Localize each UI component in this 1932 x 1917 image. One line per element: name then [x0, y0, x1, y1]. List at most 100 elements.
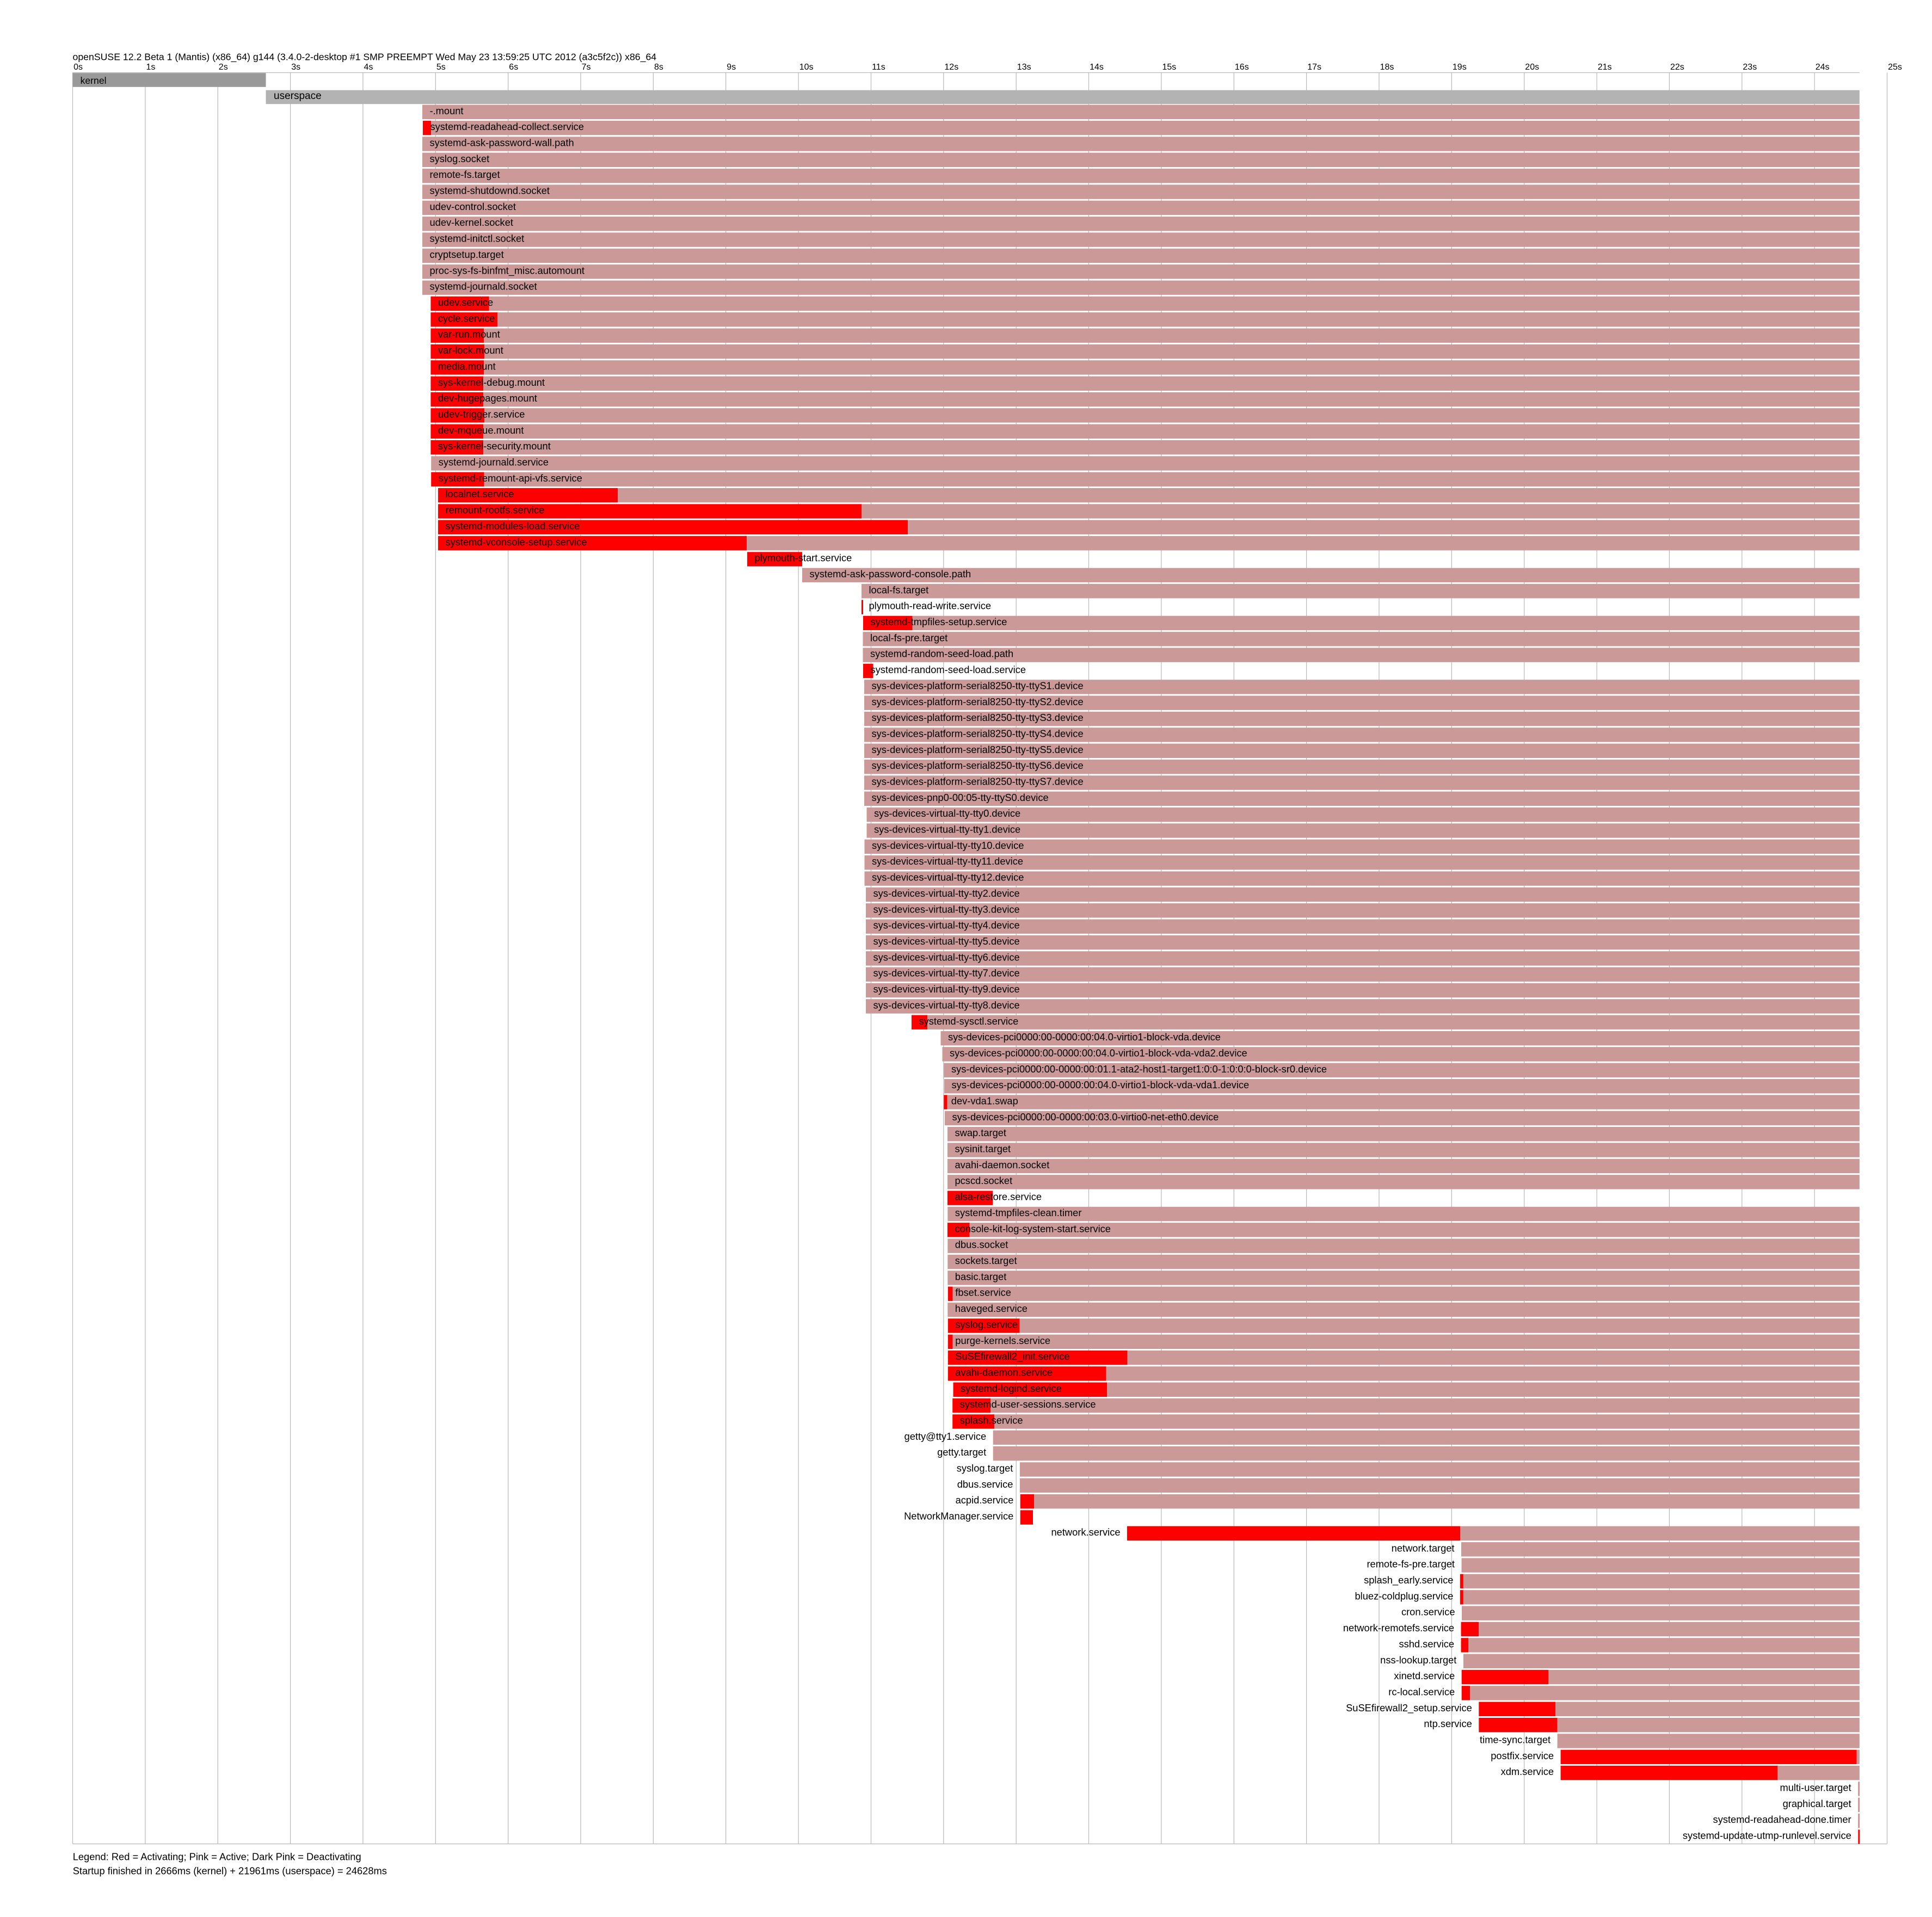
svg-text:systemd-modules-load.service: systemd-modules-load.service — [446, 520, 580, 532]
svg-text:sys-devices-virtual-tty-tty7.d: sys-devices-virtual-tty-tty7.device — [873, 967, 1020, 979]
svg-text:9s: 9s — [727, 63, 736, 72]
svg-text:-.mount: -.mount — [430, 105, 464, 116]
svg-text:sys-devices-platform-serial825: sys-devices-platform-serial8250-tty-ttyS… — [872, 696, 1084, 707]
svg-text:splash_early.service: splash_early.service — [1364, 1574, 1453, 1586]
svg-text:var-lock.mount: var-lock.mount — [438, 344, 503, 356]
svg-text:proc-sys-fs-binfmt_misc.automo: proc-sys-fs-binfmt_misc.automount — [430, 264, 584, 276]
svg-text:local-fs.target: local-fs.target — [869, 584, 929, 595]
svg-text:dev-mqueue.mount: dev-mqueue.mount — [438, 424, 524, 436]
svg-text:sys-devices-virtual-tty-tty9.d: sys-devices-virtual-tty-tty9.device — [873, 983, 1020, 995]
svg-text:pcscd.socket: pcscd.socket — [955, 1175, 1013, 1186]
svg-text:sys-devices-pci0000:00-0000:00: sys-devices-pci0000:00-0000:00:04.0-virt… — [952, 1079, 1250, 1090]
svg-text:18s: 18s — [1380, 63, 1394, 72]
svg-text:sys-devices-virtual-tty-tty10.: sys-devices-virtual-tty-tty10.device — [872, 840, 1024, 851]
svg-text:dev-vda1.swap: dev-vda1.swap — [951, 1095, 1018, 1107]
svg-text:sys-devices-pci0000:00-0000:00: sys-devices-pci0000:00-0000:00:04.0-virt… — [948, 1031, 1221, 1043]
svg-text:4s: 4s — [364, 63, 373, 72]
svg-text:17s: 17s — [1307, 63, 1321, 72]
svg-text:sys-devices-virtual-tty-tty8.d: sys-devices-virtual-tty-tty8.device — [873, 999, 1020, 1010]
svg-text:syslog.socket: syslog.socket — [430, 153, 490, 164]
svg-text:sys-kernel-security.mount: sys-kernel-security.mount — [438, 440, 551, 452]
svg-text:systemd-vconsole-setup.service: systemd-vconsole-setup.service — [446, 536, 587, 547]
svg-text:1s: 1s — [146, 63, 156, 72]
svg-text:21s: 21s — [1598, 63, 1612, 72]
svg-text:systemd-initctl.socket: systemd-initctl.socket — [430, 233, 525, 244]
svg-text:systemd-update-utmp-runlevel.s: systemd-update-utmp-runlevel.service — [1683, 1830, 1851, 1841]
svg-text:openSUSE 12.2 Beta 1 (Mantis): openSUSE 12.2 Beta 1 (Mantis) (x86_64) g… — [73, 52, 657, 63]
svg-text:sys-devices-pci0000:00-0000:00: sys-devices-pci0000:00-0000:00:01.1-ata2… — [951, 1063, 1327, 1075]
svg-text:SuSEfirewall2_setup.service: SuSEfirewall2_setup.service — [1346, 1702, 1472, 1714]
svg-text:dev-hugepages.mount: dev-hugepages.mount — [438, 392, 537, 404]
svg-text:sys-devices-platform-serial825: sys-devices-platform-serial8250-tty-ttyS… — [872, 760, 1084, 771]
svg-text:sys-devices-virtual-tty-tty4.d: sys-devices-virtual-tty-tty4.device — [873, 920, 1020, 931]
svg-text:systemd-random-seed-load.servi: systemd-random-seed-load.service — [871, 664, 1026, 675]
svg-text:Startup finished in 2666ms (ke: Startup finished in 2666ms (kernel) + 21… — [73, 1865, 387, 1877]
svg-text:cron.service: cron.service — [1401, 1606, 1455, 1618]
svg-text:postfix.service: postfix.service — [1491, 1750, 1554, 1761]
svg-text:22s: 22s — [1670, 63, 1684, 72]
svg-text:remote-fs.target: remote-fs.target — [430, 169, 500, 180]
svg-text:alsa-restore.service: alsa-restore.service — [955, 1191, 1042, 1203]
svg-text:sys-devices-pci0000:00-0000:00: sys-devices-pci0000:00-0000:00:04.0-virt… — [950, 1047, 1247, 1059]
svg-text:sys-devices-virtual-tty-tty1.d: sys-devices-virtual-tty-tty1.device — [874, 824, 1020, 835]
svg-text:udev.service: udev.service — [438, 297, 493, 308]
svg-text:udev-kernel.socket: udev-kernel.socket — [430, 217, 513, 228]
svg-text:udev-control.socket: udev-control.socket — [430, 201, 516, 212]
svg-text:sys-devices-virtual-tty-tty11.: sys-devices-virtual-tty-tty11.device — [872, 855, 1023, 867]
svg-text:splash.service: splash.service — [960, 1415, 1023, 1426]
svg-text:acpid.service: acpid.service — [956, 1494, 1014, 1506]
svg-text:sys-devices-virtual-tty-tty12.: sys-devices-virtual-tty-tty12.device — [872, 872, 1024, 883]
svg-text:plymouth-read-write.service: plymouth-read-write.service — [869, 600, 992, 612]
svg-text:systemd-journald.socket: systemd-journald.socket — [430, 281, 537, 292]
svg-text:2s: 2s — [219, 63, 228, 72]
svg-text:NetworkManager.service: NetworkManager.service — [904, 1511, 1013, 1522]
svg-text:systemd-random-seed-load.path: systemd-random-seed-load.path — [870, 648, 1013, 659]
svg-text:25s: 25s — [1888, 63, 1902, 72]
svg-text:xdm.service: xdm.service — [1501, 1766, 1554, 1777]
svg-text:11s: 11s — [872, 63, 885, 72]
svg-text:sys-devices-platform-serial825: sys-devices-platform-serial8250-tty-ttyS… — [872, 728, 1084, 739]
svg-text:time-sync.target: time-sync.target — [1480, 1734, 1550, 1746]
svg-text:systemd-user-sessions.service: systemd-user-sessions.service — [960, 1398, 1096, 1410]
svg-text:sys-devices-virtual-tty-tty6.d: sys-devices-virtual-tty-tty6.device — [873, 951, 1020, 963]
svg-text:swap.target: swap.target — [955, 1127, 1007, 1138]
svg-text:purge-kernels.service: purge-kernels.service — [955, 1335, 1050, 1346]
svg-text:dbus.service: dbus.service — [957, 1478, 1013, 1490]
svg-text:sys-devices-pci0000:00-0000:00: sys-devices-pci0000:00-0000:00:03.0-virt… — [952, 1111, 1219, 1123]
svg-text:local-fs-pre.target: local-fs-pre.target — [870, 632, 947, 643]
svg-text:24s: 24s — [1816, 63, 1830, 72]
svg-text:getty.target: getty.target — [937, 1446, 986, 1458]
svg-text:network.service: network.service — [1051, 1526, 1121, 1538]
svg-text:sys-devices-platform-serial825: sys-devices-platform-serial8250-tty-ttyS… — [872, 712, 1084, 723]
svg-text:localnet.service: localnet.service — [446, 488, 514, 500]
svg-text:bluez-coldplug.service: bluez-coldplug.service — [1355, 1590, 1454, 1601]
svg-text:7s: 7s — [582, 63, 591, 72]
svg-text:haveged.service: haveged.service — [955, 1303, 1027, 1314]
svg-text:0s: 0s — [73, 63, 83, 72]
svg-text:8s: 8s — [654, 63, 663, 72]
svg-text:cycle.service: cycle.service — [438, 312, 495, 324]
svg-text:avahi-daemon.socket: avahi-daemon.socket — [955, 1159, 1050, 1170]
svg-text:systemd-journald.service: systemd-journald.service — [439, 457, 549, 468]
svg-text:systemd-remount-api-vfs.servic: systemd-remount-api-vfs.service — [439, 472, 582, 484]
svg-text:systemd-ask-password-console.p: systemd-ask-password-console.path — [810, 568, 971, 580]
svg-text:userspace: userspace — [274, 90, 322, 102]
svg-text:sshd.service: sshd.service — [1399, 1638, 1454, 1649]
svg-text:media.mount: media.mount — [438, 360, 496, 372]
svg-text:graphical.target: graphical.target — [1783, 1798, 1851, 1809]
svg-text:syslog.service: syslog.service — [955, 1318, 1018, 1330]
svg-text:dbus.socket: dbus.socket — [955, 1239, 1008, 1250]
svg-text:rc-local.service: rc-local.service — [1388, 1686, 1455, 1697]
svg-text:13s: 13s — [1017, 63, 1031, 72]
svg-text:6s: 6s — [509, 63, 518, 72]
svg-text:systemd-logind.service: systemd-logind.service — [961, 1383, 1062, 1394]
svg-text:kernel: kernel — [81, 75, 107, 86]
svg-text:systemd-sysctl.service: systemd-sysctl.service — [919, 1015, 1019, 1027]
svg-text:network-remotefs.service: network-remotefs.service — [1343, 1622, 1454, 1634]
svg-text:sys-kernel-debug.mount: sys-kernel-debug.mount — [438, 377, 545, 388]
svg-text:systemd-ask-password-wall.path: systemd-ask-password-wall.path — [430, 137, 574, 149]
svg-text:basic.target: basic.target — [955, 1271, 1007, 1282]
svg-text:sys-devices-virtual-tty-tty5.d: sys-devices-virtual-tty-tty5.device — [873, 935, 1020, 947]
svg-text:console-kit-log-system-start.s: console-kit-log-system-start.service — [955, 1223, 1111, 1234]
svg-text:14s: 14s — [1090, 63, 1104, 72]
